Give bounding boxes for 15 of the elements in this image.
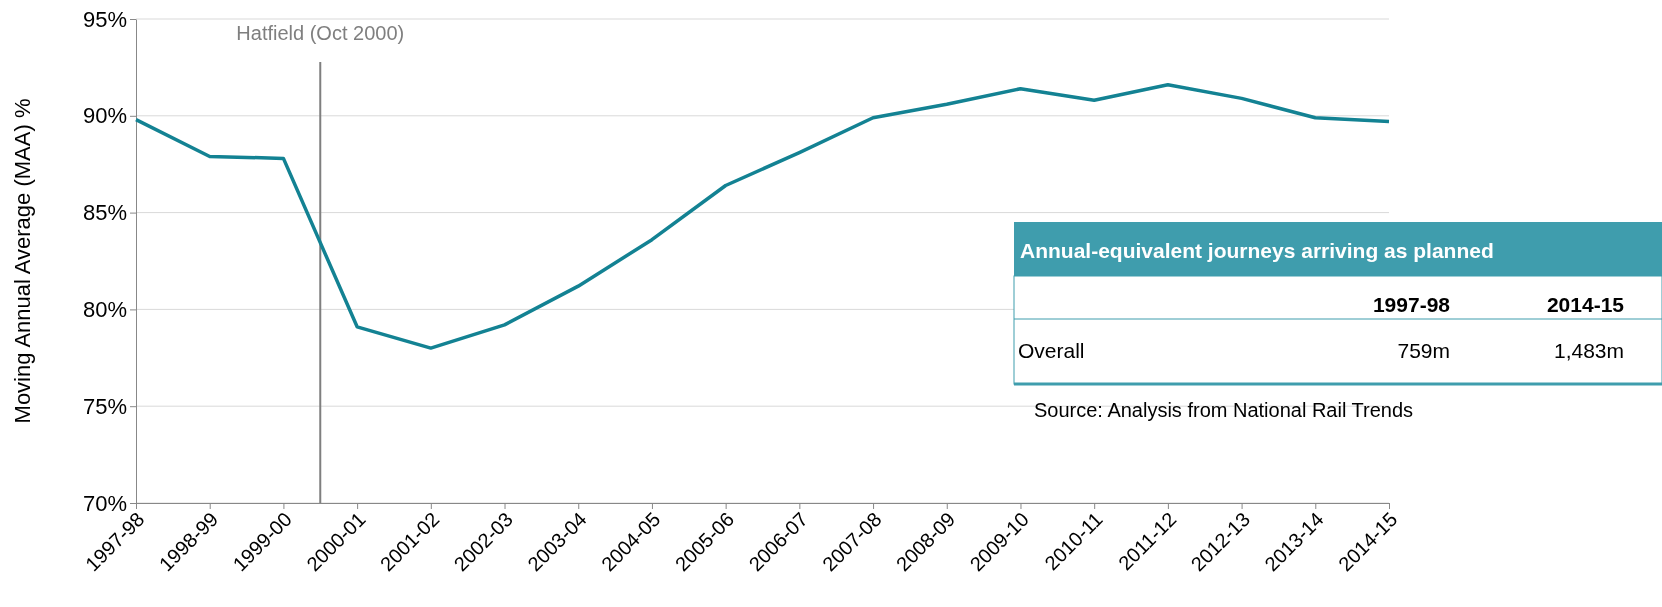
y-tick-label: 85%: [82, 200, 127, 226]
text: 2014-15: [1546, 293, 1625, 316]
y-tick-label: 95%: [82, 6, 127, 32]
ref-line-label: Hatfield (Oct 2000): [236, 22, 405, 44]
y-tick-label: 90%: [82, 103, 127, 129]
data-label: 759m: [1397, 339, 1450, 362]
y-axis-title: Moving Annual Average (MAA) %: [10, 98, 35, 424]
series-label: 1997-98: [1372, 293, 1451, 316]
data-label: 1,483m: [1553, 339, 1624, 362]
category-label: Overall: [1018, 339, 1085, 362]
y-tick-label: 70%: [82, 490, 127, 516]
y-tick-label: 80%: [82, 296, 127, 322]
annotation: Source: Analysis from National Rail Trends: [1034, 399, 1414, 421]
text: Annual-equivalent journeys arriving as planned: [1020, 239, 1494, 262]
y-tick-label: 75%: [82, 393, 127, 419]
